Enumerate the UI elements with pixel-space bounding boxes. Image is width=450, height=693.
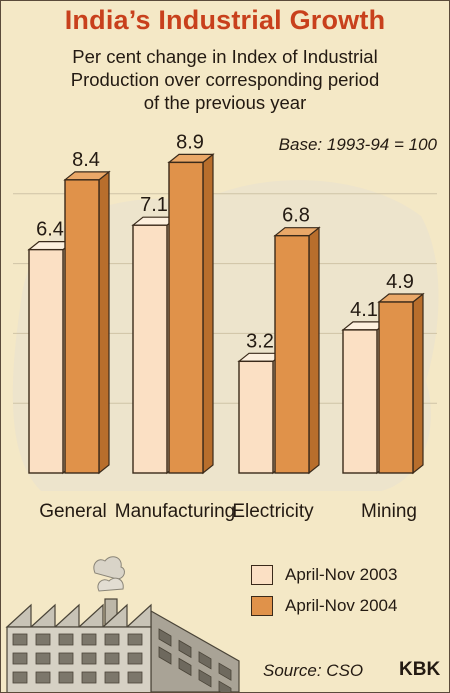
legend-swatch-2004 (251, 596, 273, 616)
roof-segment (5, 603, 32, 628)
factory-front-wall (6, 626, 152, 692)
bar-side-mining-2004 (412, 292, 424, 475)
factory-window (58, 671, 74, 684)
bar-general-2004 (64, 179, 100, 474)
cloud-shape (12, 180, 439, 491)
legend-swatch-2003 (251, 565, 273, 585)
factory-window (58, 652, 74, 665)
factory-window (104, 652, 120, 665)
factory-window (35, 652, 51, 665)
factory-window (81, 652, 97, 665)
bar-side-manufacturing-2004 (202, 153, 214, 475)
value-label-general-2004: 8.4 (72, 149, 100, 171)
roof-segment (77, 603, 104, 628)
legend-item-2004: April-Nov 2004 (251, 594, 397, 618)
value-label-mining-2003: 4.1 (350, 299, 378, 321)
value-label-electricity-2004: 6.8 (282, 205, 310, 227)
legend-label-2004: April-Nov 2004 (285, 596, 398, 615)
roof-segment (29, 603, 56, 628)
value-label-mining-2004: 4.9 (386, 271, 414, 293)
factory-illustration (5, 556, 240, 692)
bar-general-2003 (28, 248, 64, 474)
factory-window (81, 671, 97, 684)
artist-credit: KBK (399, 659, 441, 680)
bar-side-general-2004 (98, 170, 110, 475)
legend-label-2003: April-Nov 2003 (285, 565, 398, 584)
factory-side-window (198, 669, 212, 688)
factory-window (12, 671, 28, 684)
value-label-manufacturing-2003: 7.1 (140, 194, 168, 216)
bar-mining-2004 (378, 301, 414, 474)
factory-window (127, 671, 143, 684)
factory-side-window (218, 680, 232, 692)
category-label-mining: Mining (361, 501, 417, 522)
factory-side-window (158, 646, 172, 665)
factory-side-window (198, 651, 212, 670)
smoke-puff (97, 577, 124, 592)
factory-window (35, 671, 51, 684)
bars-group (27, 153, 425, 475)
factory-window (104, 671, 120, 684)
factory-window (12, 652, 28, 665)
factory-window (127, 633, 143, 646)
factory-side-window (158, 628, 172, 647)
labels-group: 6.4 8.4 General 7.1 8.9 Manufacturing 3.2 6.8 El… (36, 131, 417, 522)
factory-window (104, 633, 120, 646)
category-label-general: General (39, 501, 107, 522)
value-label-manufacturing-2004: 8.9 (176, 131, 204, 153)
bar-electricity-2004 (274, 234, 310, 474)
factory-window (12, 633, 28, 646)
roof-segment (125, 603, 152, 628)
factory-window (58, 633, 74, 646)
bar-electricity-2003 (238, 360, 274, 474)
factory-side-window (218, 662, 232, 681)
bar-side-electricity-2004 (308, 226, 320, 475)
factory-side-window (178, 639, 192, 659)
factory-window (35, 633, 51, 646)
factory-side-window (178, 657, 192, 677)
smoke-puff (93, 556, 125, 580)
source-note: Source: CSO (263, 661, 364, 680)
category-label-manufacturing: Manufacturing (115, 501, 235, 522)
legend-item-2003: April-Nov 2003 (251, 563, 397, 587)
base-note: Base: 1993-94 = 100 (278, 135, 437, 154)
bar-mining-2003 (342, 329, 378, 474)
roof-segment (53, 603, 80, 628)
value-label-general-2003: 6.4 (36, 219, 64, 241)
bar-manufacturing-2003 (132, 224, 168, 474)
background-cloud (12, 180, 439, 491)
factory-window (127, 652, 143, 665)
value-label-electricity-2003: 3.2 (246, 330, 274, 352)
bar-manufacturing-2004 (168, 161, 204, 474)
chart-title: India’s Industrial Growth (64, 5, 386, 35)
chart-subtitle: Per cent change in Index of Industrial P… (70, 46, 380, 113)
factory-window (81, 633, 97, 646)
category-label-electricity: Electricity (232, 501, 314, 522)
